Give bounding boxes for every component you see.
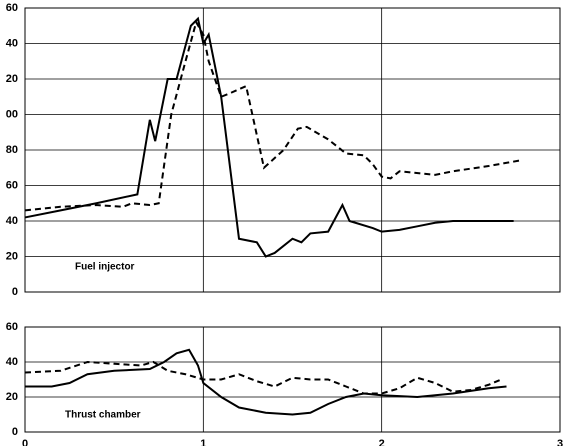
y-tick-label: 0 <box>12 426 18 438</box>
y-tick-label: 40 <box>6 356 18 368</box>
data-line <box>24 360 502 395</box>
panel-label: Thrust chamber <box>65 410 141 421</box>
panel-label: Fuel injector <box>75 262 135 273</box>
y-tick-label: 20 <box>6 391 18 403</box>
data-line <box>24 19 520 212</box>
y-tick-label: 0 <box>12 286 18 298</box>
y-tick-label: 60 <box>6 179 18 191</box>
y-tick-label: 40 <box>6 215 18 227</box>
x-tick-label: 1 <box>200 438 206 446</box>
y-tick-label: 00 <box>6 108 18 120</box>
y-tick-label: 40 <box>6 37 18 49</box>
y-tick-label: 60 <box>6 321 18 333</box>
y-tick-label: 20 <box>6 250 18 262</box>
y-tick-label: 60 <box>6 2 18 14</box>
data-line <box>25 348 507 416</box>
y-tick-label: 80 <box>6 144 18 156</box>
x-tick-label: 2 <box>379 438 385 446</box>
x-tick-label: 3 <box>557 438 563 446</box>
y-tick-label: 20 <box>6 73 18 85</box>
x-tick-label: 0 <box>22 438 28 446</box>
data-line <box>24 16 514 258</box>
